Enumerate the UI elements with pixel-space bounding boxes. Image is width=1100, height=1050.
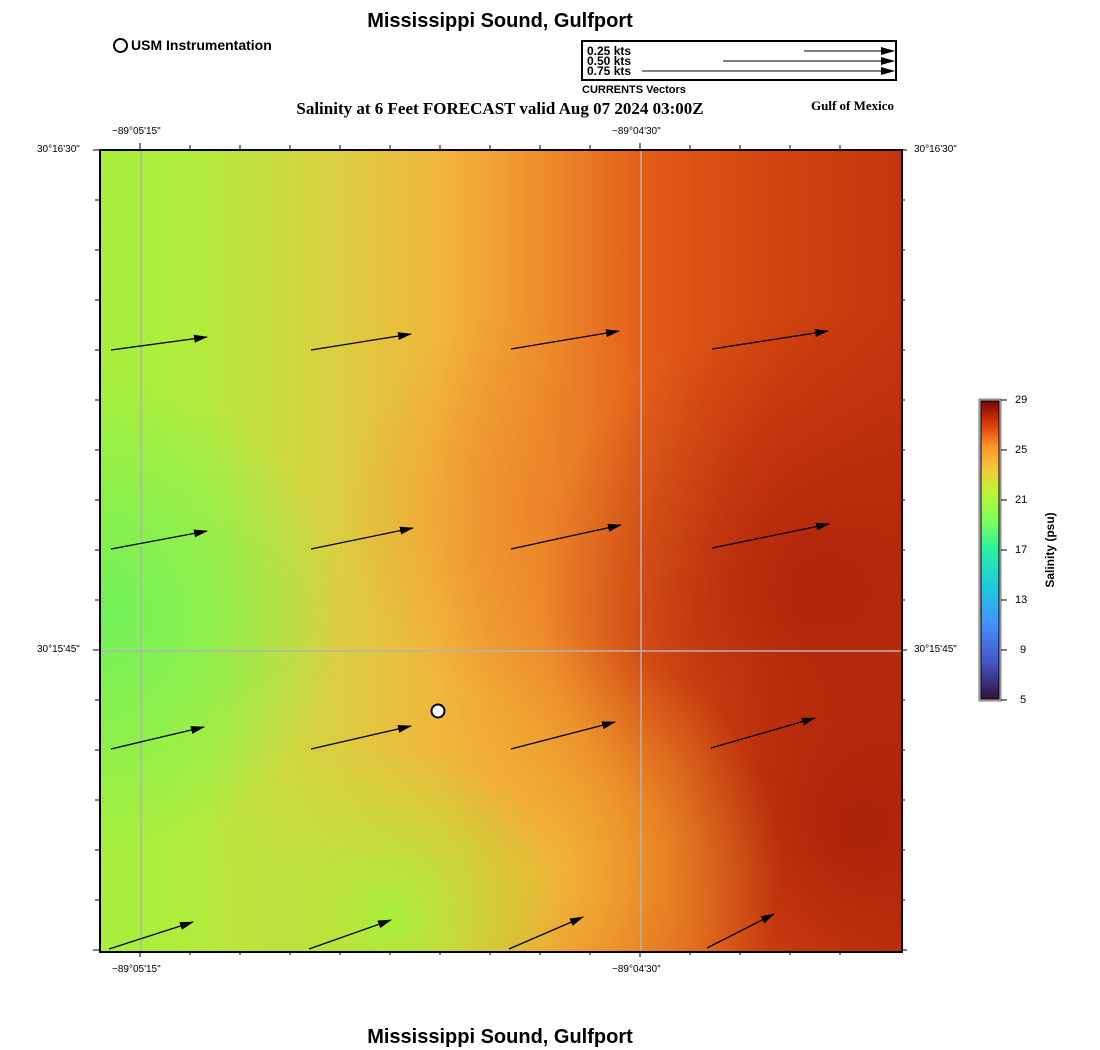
- salinity-map[interactable]: [99, 149, 903, 953]
- lat-label-right-2: 30°15'45": [914, 644, 957, 655]
- vector-legend-caption: CURRENTS Vectors: [582, 84, 686, 96]
- colorbar-tick-13: 13: [1015, 594, 1028, 606]
- vector-legend-box: 0.25 kts 0.50 kts 0.75 kts: [581, 40, 897, 81]
- colorbar-tick-29: 29: [1015, 394, 1028, 406]
- legend-label-050: 0.50 kts: [587, 54, 632, 68]
- lat-label-left-1: 30°16'30": [37, 144, 80, 155]
- lon-label-top-2: −89°04'30": [612, 126, 661, 137]
- lon-label-bottom-2: −89°04'30": [612, 964, 661, 975]
- region-label: Gulf of Mexico: [811, 98, 895, 113]
- graticule: [101, 151, 901, 951]
- salinity-colorbar: [978, 398, 1007, 702]
- station-legend-label: USM Instrumentation: [131, 37, 272, 53]
- map-title: Mississippi Sound, Gulfport: [367, 10, 633, 32]
- station-marker-icon: [113, 37, 128, 53]
- footer-title: Mississippi Sound, Gulfport: [367, 1026, 633, 1048]
- lon-label-top-1: −89°05'15": [112, 126, 161, 137]
- lat-label-right-1: 30°16'30": [914, 144, 957, 155]
- colorbar-tick-21: 21: [1015, 494, 1028, 506]
- colorbar-tick-9: 9: [1020, 644, 1027, 656]
- lat-label-left-2: 30°15'45": [37, 644, 80, 655]
- colorbar-tick-5: 5: [1020, 694, 1027, 706]
- salinity-field: [101, 151, 901, 951]
- station-legend: USM Instrumentation: [113, 37, 272, 53]
- map-subtitle: Salinity at 6 Feet FORECAST valid Aug 07…: [296, 99, 704, 118]
- colorbar-tick-25: 25: [1015, 444, 1028, 456]
- usm-station-marker[interactable]: [430, 703, 446, 719]
- vector-legend-arrows: [642, 47, 895, 75]
- lon-label-bottom-1: −89°05'15": [112, 964, 161, 975]
- colorbar-tick-17: 17: [1015, 544, 1028, 556]
- legend-label-025: 0.25 kts: [587, 44, 632, 58]
- current-vectors: [108, 329, 830, 950]
- colorbar-title: Salinity (psu): [1043, 512, 1057, 588]
- legend-label-075: 0.75 kts: [587, 64, 632, 78]
- frame-tick-marks: [93, 143, 907, 957]
